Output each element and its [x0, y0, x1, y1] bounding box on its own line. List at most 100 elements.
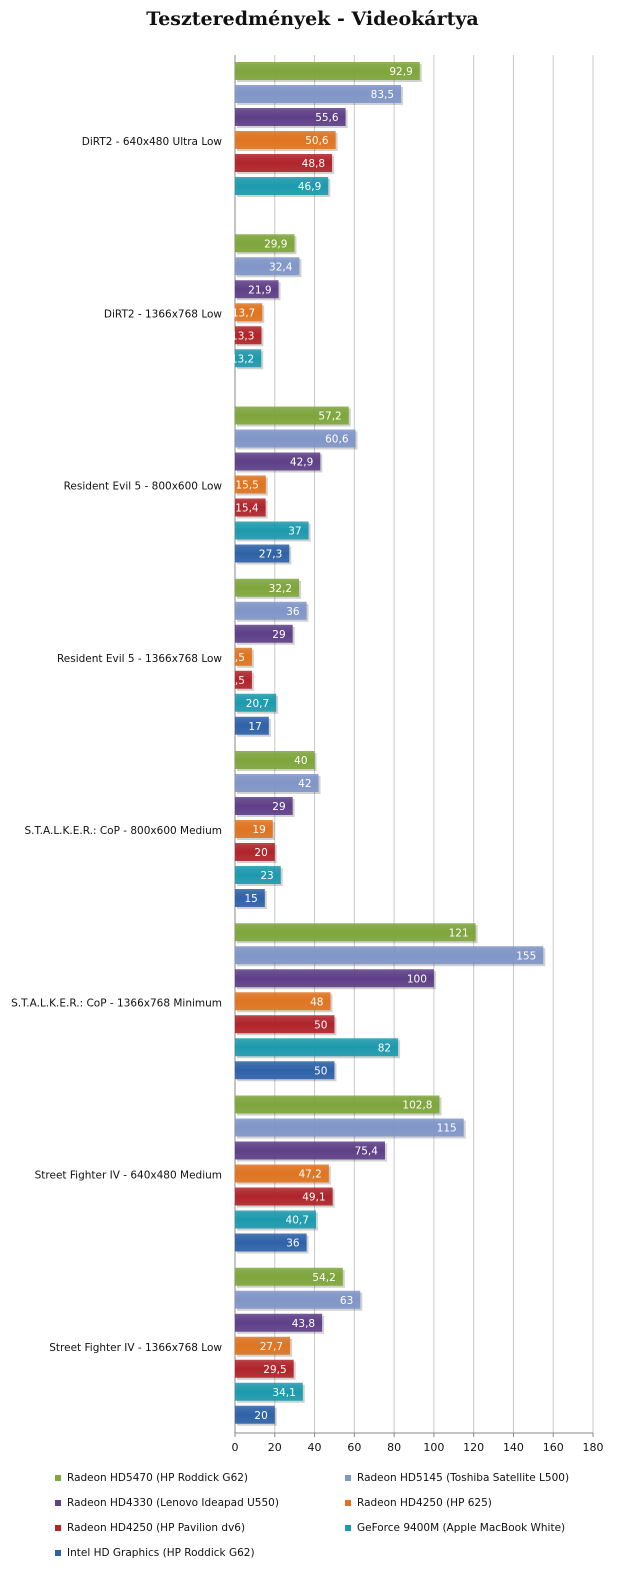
bar: [235, 257, 300, 276]
bar: [235, 923, 476, 942]
legend-swatch: [55, 1475, 61, 1481]
data-label: 20,7: [246, 698, 269, 710]
legend-label: Radeon HD5470 (HP Roddick G62): [67, 1472, 249, 1484]
data-label: 50: [314, 1019, 327, 1031]
data-label: 13,3: [231, 330, 254, 342]
bar: [235, 774, 319, 792]
data-label: 13,2: [231, 353, 254, 365]
bar: [235, 969, 434, 988]
data-label: 13,7: [232, 307, 255, 319]
bar: [235, 624, 293, 643]
bar: [235, 1290, 361, 1309]
category-label: DiRT2 - 1366x768 Low: [104, 308, 222, 320]
legend-label: Radeon HD4330 (Lenovo Ideapad U550): [67, 1497, 279, 1509]
bar: [235, 544, 290, 563]
data-label: 42: [298, 778, 311, 790]
x-tick-label: 20: [268, 1441, 282, 1454]
data-label: 115: [437, 1123, 457, 1135]
legend-item: Radeon HD4330 (Lenovo Ideapad U550): [55, 1497, 279, 1509]
data-label: 155: [516, 950, 536, 962]
data-label: 42,9: [290, 457, 313, 469]
data-label: 8,5: [228, 675, 245, 687]
bar: [235, 992, 331, 1011]
chart-title: Teszteredmények - Videokártya: [146, 8, 479, 30]
category-label: DiRT2 - 640x480 Ultra Low: [82, 136, 223, 148]
legend-label: GeForce 9400M (Apple MacBook White): [357, 1522, 566, 1534]
legend-swatch: [55, 1550, 61, 1556]
x-tick-label: 180: [583, 1441, 604, 1454]
x-tick-label: 40: [308, 1441, 322, 1454]
data-label: 36: [286, 1238, 300, 1250]
data-label: 29,9: [264, 238, 287, 250]
data-label: 60,6: [325, 434, 349, 446]
bar: [235, 406, 349, 425]
data-label: 63: [340, 1295, 353, 1307]
bar: [235, 1233, 307, 1252]
bar: [235, 1141, 385, 1160]
legend-swatch: [55, 1525, 61, 1531]
legend-label: Radeon HD5145 (Toshiba Satellite L500): [357, 1472, 570, 1484]
bar: [235, 131, 336, 149]
bar: [235, 177, 329, 195]
category-label: S.T.A.L.K.E.R.: CoP - 1366x768 Minimum: [11, 997, 222, 1009]
bar: [235, 578, 300, 597]
data-label: 23: [260, 870, 273, 882]
bar: [235, 1095, 440, 1114]
legend-label: Radeon HD4250 (HP 625): [357, 1497, 492, 1509]
data-label: 48: [310, 996, 323, 1008]
bar: [235, 647, 252, 666]
x-tick-label: 120: [463, 1441, 484, 1454]
bar: [235, 1061, 335, 1080]
data-label: 40,7: [286, 1215, 309, 1227]
data-label: 15: [244, 893, 257, 905]
bar: [235, 946, 544, 965]
bar: [235, 429, 356, 448]
legend-item: Radeon HD4250 (HP Pavilion dv6): [55, 1522, 245, 1534]
bar: [235, 601, 307, 620]
bar: [235, 326, 262, 345]
category-label: Street Fighter IV - 1366x768 Low: [49, 1342, 222, 1354]
bar: [235, 751, 315, 769]
data-label: 54,2: [312, 1272, 335, 1284]
data-label: 46,9: [298, 181, 321, 193]
x-tick-label: 100: [423, 1441, 444, 1454]
legend-swatch: [345, 1475, 351, 1481]
bar: [235, 866, 281, 884]
bar: [235, 1336, 291, 1355]
bar: [235, 498, 266, 517]
bar: [235, 452, 321, 471]
data-label: 27,7: [260, 1341, 283, 1353]
bar: [235, 475, 266, 494]
data-label: 121: [449, 927, 469, 939]
data-label: 20: [254, 1410, 267, 1422]
data-label: 29: [272, 801, 285, 813]
category-label: Street Fighter IV - 640x480 Medium: [35, 1170, 222, 1182]
data-label: 43,8: [292, 1318, 315, 1330]
bar: [235, 1118, 464, 1137]
data-label: 34,1: [272, 1387, 295, 1399]
bar: [235, 670, 252, 689]
bar: [235, 154, 333, 172]
legend-swatch: [345, 1500, 351, 1506]
data-label: 57,2: [318, 411, 341, 423]
data-label: 36: [286, 606, 300, 618]
category-label: Resident Evil 5 - 1366x768 Low: [57, 653, 222, 665]
data-label: 82: [378, 1042, 391, 1054]
data-label: 29: [272, 629, 285, 641]
data-label: 102,8: [402, 1100, 432, 1112]
bar: [235, 1164, 329, 1183]
data-label: 32,4: [269, 261, 293, 273]
data-label: 83,5: [371, 89, 394, 101]
data-label: 47,2: [298, 1169, 321, 1181]
data-label: 75,4: [355, 1146, 379, 1158]
bar: [235, 349, 262, 368]
bar: [235, 693, 277, 712]
bar: [235, 1382, 303, 1401]
bar: [235, 234, 295, 253]
x-tick-label: 60: [347, 1441, 361, 1454]
bar: [235, 1210, 316, 1229]
data-label: 48,8: [302, 158, 325, 170]
bar: [235, 108, 346, 126]
bar: [235, 62, 420, 80]
data-label: 27,3: [259, 549, 282, 561]
